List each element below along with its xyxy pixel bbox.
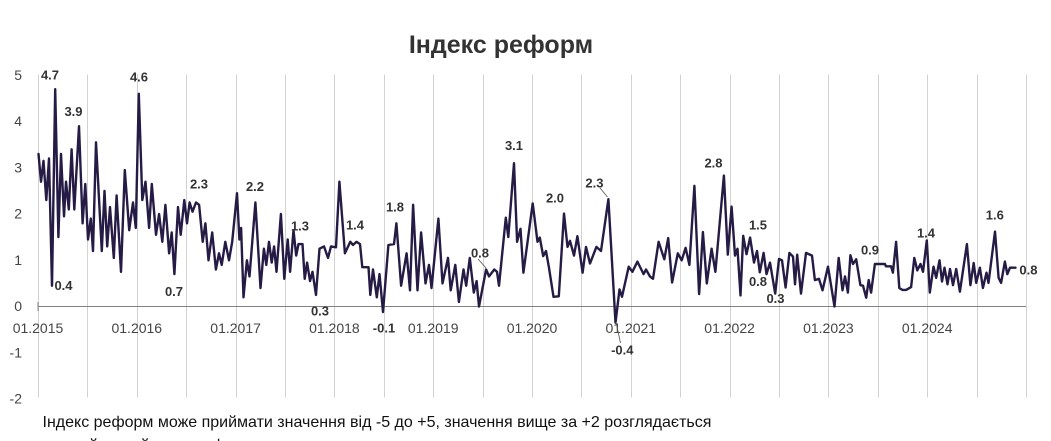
svg-text:0.8: 0.8 [749, 274, 767, 289]
svg-text:2.3: 2.3 [190, 177, 208, 192]
svg-text:0.3: 0.3 [311, 304, 329, 319]
svg-text:01.2015: 01.2015 [13, 320, 64, 336]
svg-text:01.2017: 01.2017 [210, 320, 261, 336]
svg-text:4.7: 4.7 [41, 68, 59, 83]
svg-text:0: 0 [14, 298, 22, 314]
svg-text:01.2023: 01.2023 [803, 320, 854, 336]
svg-text:2.8: 2.8 [704, 156, 722, 171]
svg-text:як прийнятний темп реформ: як прийнятний темп реформ [43, 437, 254, 441]
svg-text:5: 5 [14, 67, 22, 83]
svg-text:01.2021: 01.2021 [605, 320, 656, 336]
svg-text:1.5: 1.5 [749, 218, 767, 233]
svg-text:1: 1 [14, 252, 22, 268]
svg-text:4: 4 [14, 113, 22, 129]
svg-text:4.6: 4.6 [130, 70, 148, 85]
svg-text:2: 2 [14, 206, 22, 222]
svg-text:1.6: 1.6 [986, 208, 1004, 223]
svg-text:Індекс реформ може приймати зн: Індекс реформ може приймати значення від… [43, 414, 712, 431]
svg-text:Індекс реформ: Індекс реформ [409, 31, 593, 59]
svg-text:2.0: 2.0 [546, 191, 564, 206]
svg-text:0.8: 0.8 [471, 246, 489, 261]
svg-text:1.4: 1.4 [917, 226, 936, 241]
svg-text:1.4: 1.4 [346, 218, 365, 233]
svg-text:1.3: 1.3 [291, 219, 309, 234]
svg-text:0.3: 0.3 [766, 291, 784, 306]
svg-text:3: 3 [14, 160, 22, 176]
svg-text:0.4: 0.4 [54, 278, 73, 293]
svg-text:01.2024: 01.2024 [902, 320, 953, 336]
svg-text:-1: -1 [10, 344, 23, 360]
svg-text:01.2016: 01.2016 [111, 320, 162, 336]
svg-text:0.8: 0.8 [1019, 263, 1037, 278]
svg-text:01.2022: 01.2022 [704, 320, 755, 336]
svg-text:01.2020: 01.2020 [507, 320, 558, 336]
svg-text:3.9: 3.9 [64, 104, 82, 119]
svg-text:-0.1: -0.1 [373, 321, 395, 336]
svg-text:0.7: 0.7 [165, 284, 183, 299]
svg-text:2.2: 2.2 [246, 179, 264, 194]
svg-text:1.8: 1.8 [386, 200, 404, 215]
svg-text:0.9: 0.9 [861, 243, 879, 258]
svg-text:2.3: 2.3 [585, 176, 603, 191]
svg-text:3.1: 3.1 [505, 138, 523, 153]
svg-text:01.2018: 01.2018 [309, 320, 360, 336]
svg-text:-2: -2 [10, 391, 23, 407]
svg-text:01.2019: 01.2019 [408, 320, 459, 336]
svg-text:-0.4: -0.4 [611, 343, 634, 358]
